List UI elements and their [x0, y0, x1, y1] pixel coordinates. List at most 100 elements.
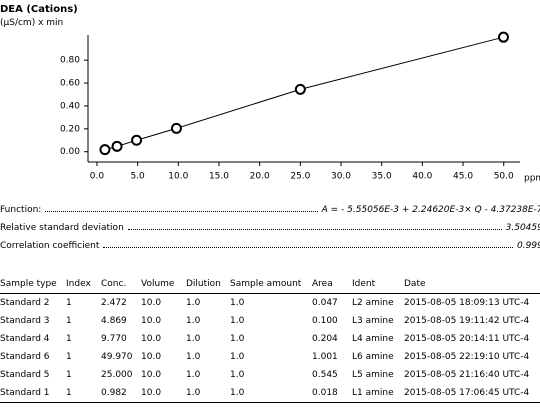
- table-cell: L1 amine: [352, 384, 404, 403]
- calibration-curve: [104, 36, 504, 151]
- data-point: [497, 31, 509, 43]
- statistic-row: Function: A = - 5.55056E-3 + 2.24620E-3× …: [0, 205, 540, 215]
- y-tick-label: 0.20: [60, 124, 80, 134]
- y-tick-label: 0.40: [60, 101, 80, 111]
- table-cell: 1: [66, 298, 72, 308]
- column-header: Ident: [352, 276, 404, 294]
- column-header: Conc.: [101, 276, 141, 294]
- table-cell: 1.0: [186, 384, 230, 403]
- table-cell: L4 amine: [352, 334, 394, 344]
- x-tick-label: 25.0: [290, 172, 310, 182]
- table-cell: 1.0: [230, 298, 245, 308]
- table-cell: 1: [66, 352, 72, 362]
- table-cell: 2015-08-05 22:19:10 UTC-4: [404, 352, 530, 362]
- table-cell: 2015-08-05 19:11:42 UTC-4: [404, 316, 530, 326]
- table-cell: 1.0: [186, 370, 201, 380]
- table-cell: 1.0: [230, 384, 312, 403]
- calibration-table: Sample type Index Conc. Volume Dilution Sampl…: [0, 276, 540, 403]
- table-cell: 25.000: [101, 370, 133, 380]
- table-cell: 1.0: [186, 316, 201, 326]
- x-tick-label: 0.0: [90, 172, 105, 182]
- table-cell: 1.0: [186, 334, 201, 344]
- leader-dots: [45, 205, 318, 212]
- statistic-value: A = - 5.55056E-3 + 2.24620E-3× Q - 4.372…: [321, 205, 540, 215]
- table-row: Standard 4 1 9.770 10.0 1.0 1.0 0.204 L4 amine 2…: [0, 330, 540, 348]
- table-cell: Standard 4: [0, 334, 50, 344]
- data-point: [170, 122, 182, 134]
- table-row: Standard 1 1 0.982 10.0 1.0 1.0 0.018 L1 amine 2…: [0, 384, 540, 403]
- table-row: Standard 5 1 25.000 10.0 1.0 1.0 0.545 L5 amine…: [0, 366, 540, 384]
- table-cell: 49.970: [101, 352, 133, 362]
- table-cell: 10.0: [141, 334, 162, 344]
- table-cell: 10.0: [141, 384, 186, 403]
- table-cell: 1: [66, 334, 72, 344]
- table-cell: 1.0: [230, 370, 245, 380]
- table-row: Standard 3 1 4.869 10.0 1.0 1.0 0.100 L3 amine 2…: [0, 312, 540, 330]
- table-cell: 4.869: [101, 316, 127, 326]
- data-point: [294, 83, 306, 95]
- x-tick-label: 5.0: [130, 172, 145, 182]
- table-cell: Standard 1: [0, 384, 66, 403]
- table-cell: Standard 6: [0, 352, 50, 362]
- leader-dots: [103, 241, 514, 248]
- table-cell: 1.001: [312, 352, 338, 362]
- statistic-row: Relative standard deviation 3.504595 %: [0, 223, 540, 233]
- statistic-value: 3.504595 %: [505, 223, 540, 233]
- table-cell: Standard 3: [0, 316, 50, 326]
- statistic-label: Relative standard deviation: [0, 223, 124, 233]
- table-cell: 1: [66, 316, 72, 326]
- table-cell: L3 amine: [352, 316, 394, 326]
- table-cell: 10.0: [141, 316, 162, 326]
- x-tick-label: 30.0: [331, 172, 351, 182]
- column-header: Sample amount: [230, 276, 312, 294]
- x-tick-label: 35.0: [372, 172, 392, 182]
- statistic-row: Correlation coefficient 0.999747: [0, 241, 540, 251]
- x-axis-label: ppm: [524, 174, 540, 184]
- x-tick-label: 40.0: [412, 172, 432, 182]
- y-tick-label: 0.00: [60, 147, 80, 157]
- table-cell: 0.100: [312, 316, 338, 326]
- table-cell: L5 amine: [352, 370, 394, 380]
- table-cell: 10.0: [141, 298, 162, 308]
- table-row: Standard 6 1 49.970 10.0 1.0 1.0 1.001 L6 amine…: [0, 348, 540, 366]
- y-tick-label: 0.80: [60, 56, 80, 66]
- column-header: Area: [312, 276, 352, 294]
- column-header: Dilution: [186, 276, 230, 294]
- statistic-label: Function:: [0, 205, 42, 215]
- table-cell: L6 amine: [352, 352, 394, 362]
- table-cell: 2015-08-05 17:06:45 UTC-4: [404, 384, 540, 403]
- chart-title: DEA (Cations): [0, 4, 78, 15]
- column-header: Index: [66, 276, 101, 294]
- table-cell: 1.0: [186, 352, 201, 362]
- table-cell: 1.0: [230, 334, 245, 344]
- table-cell: 1: [66, 370, 72, 380]
- table-cell: 1.0: [186, 298, 201, 308]
- table-cell: 0.545: [312, 370, 338, 380]
- table-cell: 0.018: [312, 384, 352, 403]
- table-cell: 2.472: [101, 298, 127, 308]
- data-point: [99, 144, 111, 156]
- table-body: Standard 2 1 2.472 10.0 1.0 1.0 0.047 L2 amine 2…: [0, 294, 540, 403]
- table-cell: Standard 5: [0, 370, 50, 380]
- column-header: Sample type: [0, 276, 66, 294]
- table-header: Sample type Index Conc. Volume Dilution Sampl…: [0, 276, 540, 294]
- table-cell: 10.0: [141, 352, 162, 362]
- table-cell: 0.047: [312, 298, 338, 308]
- data-point: [111, 140, 123, 152]
- data-point: [131, 134, 143, 146]
- table-cell: 1: [66, 384, 101, 403]
- table-row: Standard 2 1 2.472 10.0 1.0 1.0 0.047 L2 amine 2…: [0, 294, 540, 313]
- table-cell: 0.982: [101, 384, 141, 403]
- table-cell: 0.204: [312, 334, 338, 344]
- column-header: Volume: [141, 276, 186, 294]
- leader-dots: [127, 223, 502, 230]
- x-tick-label: 50.0: [494, 172, 514, 182]
- table-cell: 2015-08-05 21:16:40 UTC-4: [404, 370, 530, 380]
- table-cell: 1.0: [230, 316, 245, 326]
- table-cell: 1.0: [230, 352, 245, 362]
- statistic-value: 0.999747: [517, 241, 540, 251]
- table-cell: 2015-08-05 18:09:13 UTC-4: [404, 298, 530, 308]
- y-axis-label: (µS/cm) x min: [0, 18, 64, 28]
- statistic-label: Correlation coefficient: [0, 241, 100, 251]
